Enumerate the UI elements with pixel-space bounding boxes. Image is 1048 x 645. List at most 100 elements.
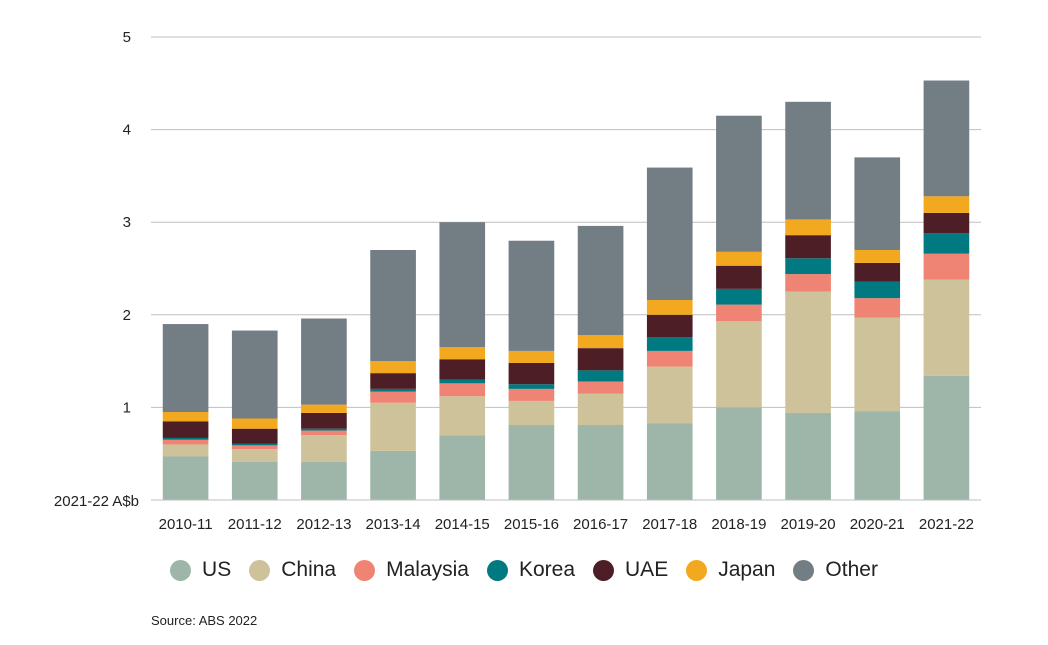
- bar-segment-malaysia: [162, 439, 209, 445]
- bar-segment-other: [577, 225, 624, 336]
- bar-segment-china: [439, 396, 486, 436]
- bar-segment-japan: [162, 412, 209, 422]
- bar-segment-korea: [162, 437, 209, 440]
- bar-segment-china: [785, 291, 831, 413]
- bar-segment-uae: [231, 428, 278, 444]
- legend-swatch: [170, 559, 192, 581]
- x-tick-label: 2020-21: [850, 516, 905, 533]
- x-tick-label: 2015-16: [504, 516, 559, 533]
- bar-segment-other: [646, 167, 693, 300]
- bar-segment-malaysia: [370, 391, 416, 403]
- bar-segment-malaysia: [854, 298, 901, 318]
- bar-segment-japan: [716, 251, 762, 266]
- bar-segment-japan: [577, 335, 624, 349]
- bar-segment-korea: [577, 370, 624, 382]
- bar-segment-us: [577, 424, 624, 500]
- bar-segment-malaysia: [231, 445, 278, 450]
- bar-segment-other: [231, 330, 278, 419]
- bar-segment-us: [508, 424, 555, 500]
- bar-segment-other: [785, 101, 831, 220]
- legend-item-other: Other: [793, 558, 878, 582]
- bar-segment-japan: [785, 219, 831, 236]
- bar-segment-china: [508, 400, 555, 425]
- legend-item-malaysia: Malaysia: [354, 558, 469, 582]
- y-axis-ticks: 1 2 3 4 5: [123, 29, 131, 416]
- bars: [162, 80, 970, 500]
- bar-segment-uae: [508, 362, 555, 385]
- bar-segment-korea: [439, 379, 486, 384]
- bar-segment-japan: [646, 299, 693, 315]
- bar-segment-china: [162, 444, 209, 457]
- bar-segment-malaysia: [716, 304, 762, 322]
- legend-label: Korea: [518, 558, 576, 581]
- bar-segment-japan: [508, 350, 555, 363]
- gridlines: [151, 36, 981, 408]
- bar-segment-uae: [854, 262, 901, 282]
- bar-segment-china: [923, 279, 970, 376]
- legend-swatch: [593, 559, 615, 581]
- bar-segment-china: [370, 402, 416, 451]
- bar-segment-uae: [785, 235, 831, 259]
- bar-segment-china: [301, 435, 347, 463]
- bar-segment-china: [646, 366, 693, 424]
- y-tick-label: 3: [123, 214, 131, 231]
- bar-segment-other: [716, 115, 762, 252]
- bar-segment-uae: [439, 359, 486, 380]
- y-tick-label: 1: [123, 399, 131, 416]
- bar-segment-other: [370, 249, 416, 362]
- bar-segment-malaysia: [923, 253, 970, 280]
- bar-segment-japan: [370, 361, 416, 374]
- x-tick-label: 2016-17: [573, 516, 628, 533]
- y-axis-unit-label: 2021-22 A$b: [54, 493, 139, 510]
- bar-segment-other: [162, 324, 209, 413]
- x-tick-label: 2010-11: [159, 516, 213, 533]
- bar-segment-us: [162, 456, 209, 500]
- bar-segment-korea: [301, 428, 347, 431]
- legend-label: Malaysia: [386, 558, 469, 581]
- x-tick-label: 2013-14: [366, 516, 421, 533]
- bar-segment-malaysia: [508, 388, 555, 401]
- x-tick-label: 2019-20: [781, 516, 836, 533]
- bar-segment-china: [231, 449, 278, 463]
- bar-segment-japan: [231, 418, 278, 429]
- x-tick-label: 2011-12: [228, 516, 282, 533]
- bar-segment-us: [785, 412, 831, 500]
- legend-label: UAE: [625, 558, 669, 581]
- y-tick-label: 4: [123, 122, 131, 139]
- legend-label: US: [202, 558, 232, 581]
- bar-segment-uae: [716, 265, 762, 289]
- bar-segment-us: [716, 407, 762, 500]
- bar-segment-us: [439, 435, 486, 500]
- bar-segment-malaysia: [301, 430, 347, 436]
- bar-segment-malaysia: [577, 381, 624, 394]
- bar-segment-other: [923, 80, 970, 197]
- bar-segment-other: [508, 240, 555, 351]
- bar-segment-uae: [301, 412, 347, 429]
- legend-item-us: US: [170, 558, 231, 582]
- bar-segment-china: [854, 317, 901, 412]
- bar-segment-korea: [854, 281, 901, 299]
- bar-segment-japan: [439, 347, 486, 360]
- x-tick-label: 2018-19: [711, 516, 766, 533]
- bar-segment-us: [231, 462, 278, 500]
- legend-label: Other: [825, 558, 878, 581]
- legend-item-china: China: [249, 558, 336, 582]
- bar-segment-korea: [923, 233, 970, 254]
- legend-swatch: [686, 559, 708, 581]
- bar-segment-us: [646, 423, 693, 500]
- bar-segment-china: [577, 393, 624, 425]
- bar-segment-china: [716, 321, 762, 408]
- bar-segment-malaysia: [439, 383, 486, 397]
- legend-label: Japan: [718, 558, 776, 581]
- legend-item-japan: Japan: [686, 558, 775, 582]
- legend-swatch: [486, 559, 508, 581]
- legend-swatch: [354, 559, 376, 581]
- bar-segment-uae: [370, 373, 416, 389]
- x-tick-label: 2017-18: [642, 516, 697, 533]
- legend: US China Malaysia Korea UAE Japan Other: [0, 558, 1048, 582]
- bar-segment-us: [923, 375, 970, 500]
- bar-segment-other: [854, 157, 901, 250]
- bar-segment-uae: [923, 212, 970, 234]
- bar-segment-us: [370, 450, 416, 500]
- bar-segment-malaysia: [785, 274, 831, 292]
